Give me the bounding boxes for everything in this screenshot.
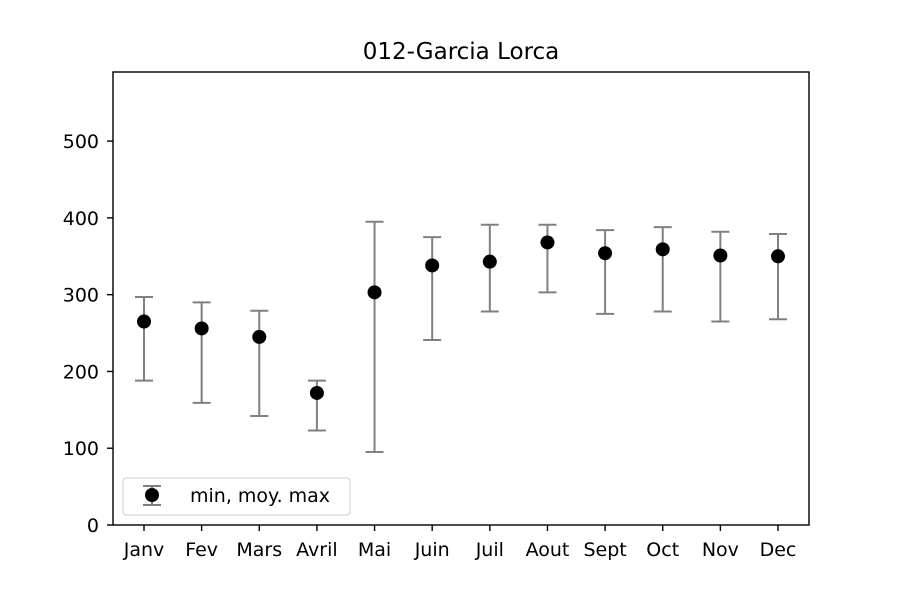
mean-points	[137, 235, 785, 400]
x-tick-label: Juin	[414, 539, 450, 561]
x-tick-label: Janv	[123, 539, 165, 561]
mean-point	[713, 248, 728, 263]
mean-point	[598, 246, 613, 261]
legend-label: min, moy. max	[190, 485, 330, 507]
y-tick-label: 400	[63, 208, 99, 230]
y-axis: 0 100 200 300 400 500	[63, 131, 113, 537]
legend-box	[122, 477, 351, 516]
x-tick-label: Sept	[583, 539, 626, 561]
mean-point	[252, 329, 267, 344]
x-tick-label: Mai	[358, 539, 391, 561]
legend: min, moy. max	[122, 477, 351, 516]
mean-point	[137, 314, 151, 329]
mean-point	[425, 258, 440, 273]
mean-point	[655, 242, 670, 257]
mean-point	[309, 385, 324, 400]
y-tick-label: 100	[63, 438, 99, 460]
y-tick-label: 0	[87, 515, 99, 537]
mean-point	[540, 235, 555, 250]
x-tick-label: Avril	[296, 539, 338, 561]
x-tick-label: Dec	[760, 539, 797, 561]
legend-marker	[145, 488, 159, 502]
x-tick-label: Mars	[236, 539, 282, 561]
y-tick-label: 300	[63, 285, 99, 307]
x-tick-label: Nov	[702, 539, 739, 561]
x-axis: Janv Fev Mars Avril Mai Juin Juil Aout Sept Oct No…	[123, 525, 797, 561]
error-bars	[135, 220, 787, 454]
x-tick-label: Aout	[526, 539, 570, 561]
mean-point	[194, 321, 209, 336]
chart-title: 012-Garcia Lorca	[363, 39, 560, 65]
y-tick-label: 500	[63, 131, 99, 153]
plot-area	[112, 71, 810, 526]
y-tick-label: 200	[63, 361, 99, 383]
mean-point	[482, 254, 497, 269]
x-tick-label: Fev	[185, 539, 218, 561]
mean-point	[367, 285, 382, 300]
mean-point	[771, 249, 785, 264]
x-tick-label: Oct	[646, 539, 679, 561]
x-tick-label: Juil	[475, 539, 504, 561]
